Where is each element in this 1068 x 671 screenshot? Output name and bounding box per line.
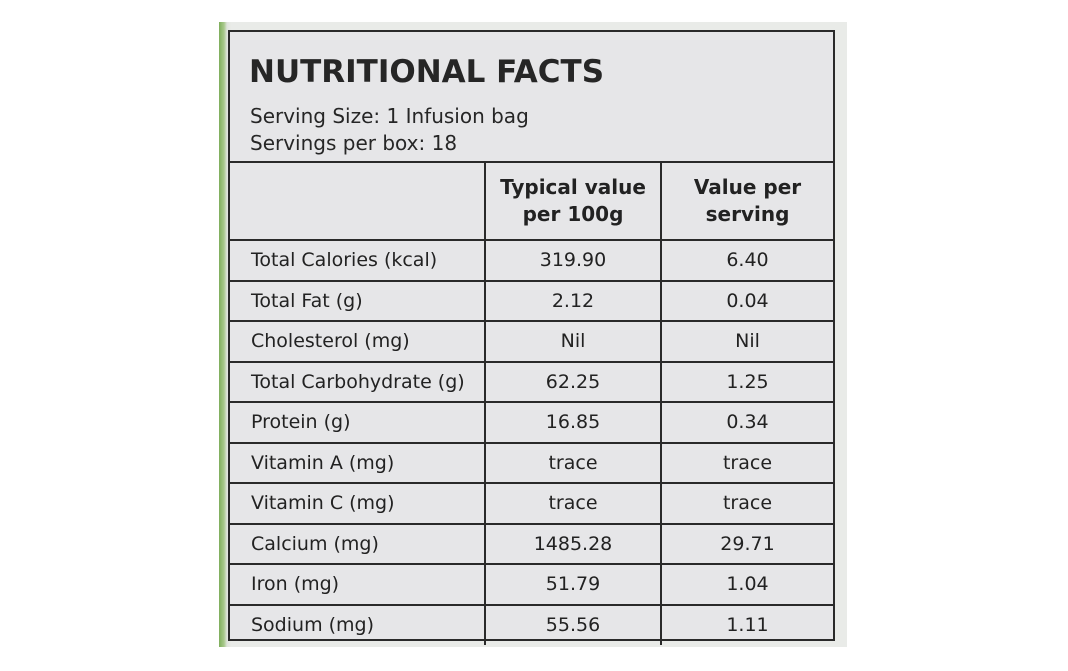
value-per-100g: 2.12 [484, 279, 661, 321]
table-row: Cholesterol (mg) Nil Nil [230, 320, 833, 362]
nutrient-name: Total Fat (g) [230, 279, 485, 321]
value-per-100g: 62.25 [484, 360, 661, 402]
table-row: Vitamin A (mg) trace trace [230, 441, 833, 483]
value-per-serving: 29.71 [660, 522, 833, 564]
label-title: NUTRITIONAL FACTS [249, 54, 605, 90]
table-row: Iron (mg) 51.79 1.04 [230, 563, 833, 605]
value-per-serving: Nil [660, 320, 833, 362]
table-row: Vitamin C (mg) trace trace [230, 482, 833, 524]
nutrient-name: Vitamin C (mg) [230, 482, 485, 524]
value-per-serving: 1.25 [660, 360, 833, 402]
table-row: Total Fat (g) 2.12 0.04 [230, 279, 833, 321]
nutrient-name: Cholesterol (mg) [230, 320, 485, 362]
nutrient-name: Total Calories (kcal) [230, 239, 485, 281]
nutrient-name: Calcium (mg) [230, 522, 485, 564]
nutrient-name: Vitamin A (mg) [230, 441, 485, 483]
table-row: Total Calories (kcal) 319.90 6.40 [230, 239, 833, 281]
nutrition-label: NUTRITIONAL FACTS Serving Size: 1 Infusi… [228, 30, 835, 645]
nutrient-name: Total Carbohydrate (g) [230, 360, 485, 402]
value-per-serving: trace [660, 441, 833, 483]
value-per-100g: 319.90 [484, 239, 661, 281]
value-per-serving: 0.04 [660, 279, 833, 321]
table-header-row: Typical value per 100g Value per serving [230, 161, 833, 240]
table-row: Calcium (mg) 1485.28 29.71 [230, 522, 833, 564]
value-per-serving: 1.04 [660, 563, 833, 605]
servings-per-box: Servings per box: 18 [250, 131, 458, 155]
nutrition-table: Typical value per 100g Value per serving… [230, 161, 833, 645]
nutrient-name: Iron (mg) [230, 563, 485, 605]
table-row: Protein (g) 16.85 0.34 [230, 401, 833, 443]
product-photo: NUTRITIONAL FACTS Serving Size: 1 Infusi… [219, 22, 847, 647]
value-per-100g: 1485.28 [484, 522, 661, 564]
table-row: Total Carbohydrate (g) 62.25 1.25 [230, 360, 833, 402]
header-nutrient [230, 161, 485, 240]
serving-size: Serving Size: 1 Infusion bag [250, 104, 529, 128]
table-row: Sodium (mg) 55.56 1.11 [230, 603, 833, 645]
value-per-serving: trace [660, 482, 833, 524]
value-per-100g: 16.85 [484, 401, 661, 443]
value-per-100g: trace [484, 482, 661, 524]
nutrient-name: Protein (g) [230, 401, 485, 443]
value-per-100g: trace [484, 441, 661, 483]
value-per-serving: 6.40 [660, 239, 833, 281]
value-per-100g: 55.56 [484, 603, 661, 645]
value-per-100g: Nil [484, 320, 661, 362]
header-per-serving: Value per serving [660, 161, 833, 240]
value-per-serving: 0.34 [660, 401, 833, 443]
value-per-100g: 51.79 [484, 563, 661, 605]
nutrient-name: Sodium (mg) [230, 603, 485, 645]
value-per-serving: 1.11 [660, 603, 833, 645]
header-per-100g: Typical value per 100g [484, 161, 661, 240]
